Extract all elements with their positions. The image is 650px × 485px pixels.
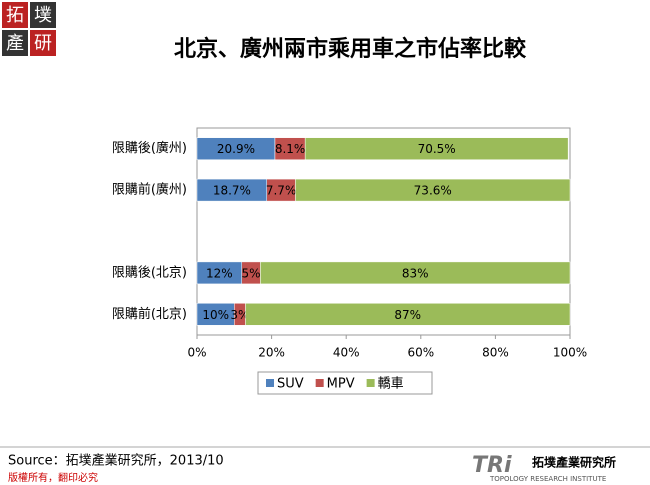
logo-box bbox=[30, 30, 56, 56]
legend-label: 轎車 bbox=[378, 377, 404, 392]
data-label: 7.7% bbox=[266, 184, 297, 198]
data-label: 10% bbox=[202, 308, 229, 322]
logo-box bbox=[2, 30, 28, 56]
y-tick-label: 限購後(北京) bbox=[112, 265, 187, 280]
data-label: 20.9% bbox=[217, 142, 255, 156]
bar-segment bbox=[260, 261, 571, 285]
data-label: 5% bbox=[242, 266, 261, 280]
data-label: 12% bbox=[206, 266, 233, 280]
legend-label: MPV bbox=[327, 377, 355, 392]
brand-en: TOPOLOGY RESEARCH INSTITUTE bbox=[489, 475, 606, 483]
chart-title: 北京、廣州兩市乘用車之市佔率比較 bbox=[174, 36, 527, 62]
legend-swatch bbox=[266, 379, 274, 387]
bar-segment bbox=[304, 137, 569, 160]
x-tick-label: 40% bbox=[333, 346, 360, 360]
logo-char: 拓 bbox=[6, 5, 24, 26]
data-label: 83% bbox=[402, 266, 429, 280]
x-tick-label: 80% bbox=[482, 346, 509, 360]
data-label: 3% bbox=[230, 308, 249, 322]
x-tick-label: 100% bbox=[553, 346, 587, 360]
brand-mark: TRi bbox=[472, 453, 512, 478]
y-tick-label: 限購前(北京) bbox=[112, 306, 187, 322]
logo-box bbox=[30, 2, 56, 28]
legend-swatch bbox=[366, 379, 375, 387]
data-label: 87% bbox=[394, 308, 421, 322]
x-tick-label: 20% bbox=[258, 346, 285, 360]
logo-char: 墣 bbox=[34, 5, 52, 26]
y-tick-label: 限購後(廣州) bbox=[112, 141, 187, 156]
legend-label: SUV bbox=[277, 377, 304, 392]
x-tick-label: 0% bbox=[187, 346, 206, 360]
data-label: 73.6% bbox=[414, 184, 452, 198]
y-tick-label: 限購前(廣州) bbox=[112, 182, 187, 198]
source: Source：拓墣產業研究所，2013/10 bbox=[8, 453, 224, 469]
data-label: 18.7% bbox=[213, 184, 251, 198]
brand-name: 拓墣產業研究所 bbox=[532, 455, 616, 470]
copyright: 版權所有，翻印必究 bbox=[8, 471, 98, 484]
bar-segment bbox=[245, 303, 571, 326]
logo-box bbox=[2, 2, 28, 28]
plot-frame bbox=[196, 127, 571, 336]
bar-segment bbox=[295, 178, 571, 202]
logo-char: 研 bbox=[34, 33, 52, 54]
x-tick-label: 60% bbox=[407, 346, 434, 360]
legend-swatch bbox=[315, 379, 324, 387]
logo-char: 產 bbox=[6, 33, 24, 54]
data-label: 8.1% bbox=[275, 142, 306, 156]
legend-frame bbox=[257, 371, 433, 395]
data-label: 70.5% bbox=[418, 142, 456, 156]
